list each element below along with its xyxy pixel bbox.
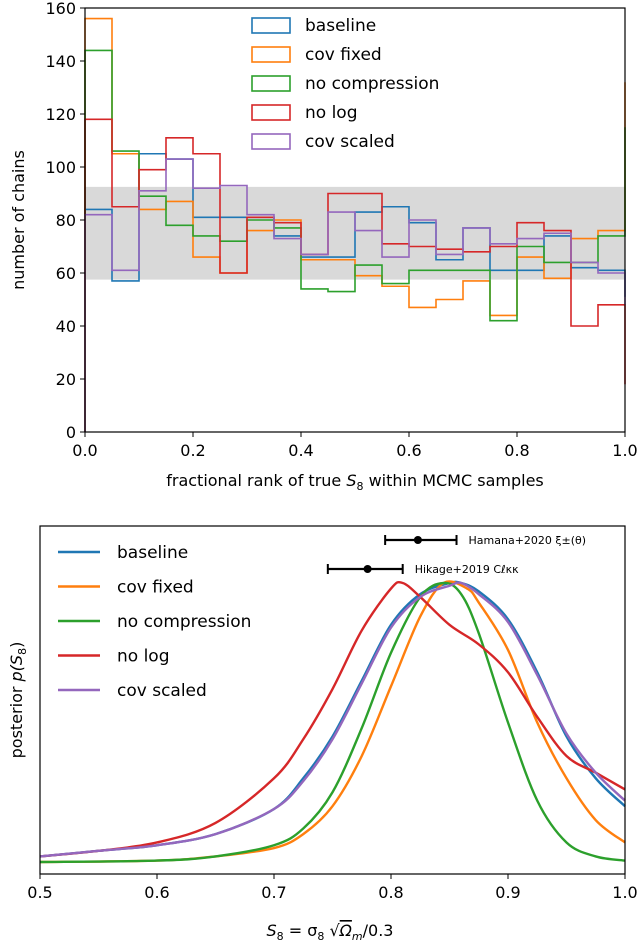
hist-no_compression xyxy=(84,49,626,432)
y-tick-label: 0 xyxy=(66,423,76,442)
legend-swatch-cov_scaled xyxy=(251,133,291,150)
legend-label-no_log: no log xyxy=(305,103,358,123)
x-tick-label: 0.6 xyxy=(144,883,169,902)
legend-swatch-no_compression xyxy=(251,75,291,92)
posterior-series-group xyxy=(39,580,626,864)
x-tick-label: 0.8 xyxy=(378,883,403,902)
bottom-y-axis-label: posterior p(S8) xyxy=(7,642,29,759)
x-tick-label: 0.4 xyxy=(288,441,313,460)
y-tick-label: 80 xyxy=(56,211,76,230)
y-tick-label: 140 xyxy=(45,52,76,71)
legend-label-cov_scaled: cov scaled xyxy=(305,132,395,152)
legend-swatch-cov_fixed xyxy=(251,46,291,63)
x-tick-label: 0.5 xyxy=(27,883,52,902)
legend-swatch-no_log xyxy=(251,104,291,121)
posterior-cov_scaled xyxy=(39,581,626,858)
legend-label-cov_fixed: cov fixed xyxy=(117,578,194,598)
errorbar-point xyxy=(363,565,372,573)
x-tick-label: 0.7 xyxy=(261,883,286,902)
legend-label-no_log: no log xyxy=(117,647,170,667)
top-y-ticks: 0 20 40 60 80 100 120 140 160 xyxy=(45,0,85,442)
y-tick-label: 40 xyxy=(56,317,76,336)
y-tick-label: 100 xyxy=(45,158,76,177)
top-x-axis-label: fractional rank of true S8 within MCMC s… xyxy=(166,471,544,493)
x-tick-label: 0.8 xyxy=(504,441,529,460)
hist-cov_scaled xyxy=(84,158,626,432)
literature-constraints: Hamana+2020 ξ±(θ) Hikage+2019 Cℓκκ xyxy=(326,534,587,576)
x-tick-label: 0.9 xyxy=(495,883,520,902)
constraint-label: Hamana+2020 ξ±(θ) xyxy=(469,534,587,547)
top-legend: baseline cov fixed no compression no log cov… xyxy=(251,16,439,152)
histogram-series-group xyxy=(84,17,626,432)
top-x-ticks: 0.0 0.2 0.4 0.6 0.8 1.0 xyxy=(72,432,638,460)
hist-no_log xyxy=(84,118,626,432)
posterior-no_log xyxy=(39,580,626,858)
x-tick-label: 0.6 xyxy=(396,441,421,460)
x-tick-label: 0.2 xyxy=(180,441,205,460)
y-tick-label: 20 xyxy=(56,370,76,389)
rank-histogram-panel: 0.0 0.2 0.4 0.6 0.8 1.0 0 20 40 60 80 100 120 140 160… xyxy=(9,0,638,493)
bottom-legend: baseline cov fixed no compression no log cov… xyxy=(58,543,251,701)
top-y-axis-label: number of chains xyxy=(9,150,28,290)
bottom-plot-frame xyxy=(39,525,626,875)
y-tick-label: 160 xyxy=(45,0,76,18)
legend-swatch-baseline xyxy=(251,17,291,34)
y-tick-label: 120 xyxy=(45,105,76,124)
legend-label-cov_fixed: cov fixed xyxy=(305,45,382,65)
legend-label-baseline: baseline xyxy=(305,16,376,36)
y-tick-label: 60 xyxy=(56,264,76,283)
x-tick-label: 0.0 xyxy=(72,441,97,460)
errorbar-point xyxy=(413,536,422,544)
x-tick-label: 1.0 xyxy=(612,441,637,460)
legend-label-no_compression: no compression xyxy=(305,74,439,94)
bottom-x-ticks: 0.5 0.6 0.7 0.8 0.9 1.0 xyxy=(27,874,638,902)
legend-label-baseline: baseline xyxy=(117,543,188,563)
x-tick-label: 1.0 xyxy=(612,883,637,902)
bottom-x-axis-label: S8 = σ8 √Ωm/0.3 xyxy=(267,921,394,943)
posterior-panel: Hamana+2020 ξ±(θ) Hikage+2019 Cℓκκ 0.5 0.6… xyxy=(7,525,638,943)
legend-label-cov_scaled: cov scaled xyxy=(117,681,207,701)
constraint-label: Hikage+2019 Cℓκκ xyxy=(415,563,519,576)
legend-label-no_compression: no compression xyxy=(117,612,251,632)
